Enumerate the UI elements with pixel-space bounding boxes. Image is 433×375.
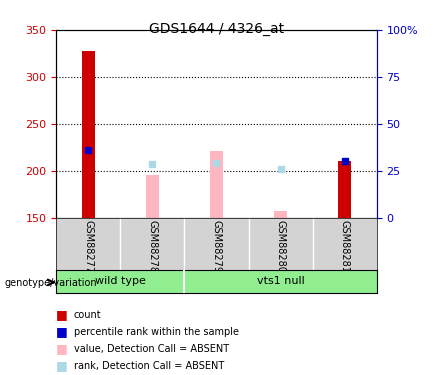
Text: rank, Detection Call = ABSENT: rank, Detection Call = ABSENT bbox=[74, 361, 224, 370]
Bar bbox=[184, 270, 377, 292]
Bar bbox=[81, 51, 95, 217]
Text: percentile rank within the sample: percentile rank within the sample bbox=[74, 327, 239, 337]
Text: ■: ■ bbox=[56, 309, 68, 321]
Text: GSM88280: GSM88280 bbox=[275, 220, 286, 273]
Text: GSM88279: GSM88279 bbox=[211, 220, 222, 273]
Bar bbox=[210, 151, 223, 217]
Text: GDS1644 / 4326_at: GDS1644 / 4326_at bbox=[149, 22, 284, 36]
Text: wild type: wild type bbox=[95, 276, 146, 286]
Text: ■: ■ bbox=[56, 359, 68, 372]
Text: GSM88278: GSM88278 bbox=[147, 220, 158, 273]
Text: count: count bbox=[74, 310, 101, 320]
Bar bbox=[56, 270, 184, 292]
Text: ■: ■ bbox=[56, 342, 68, 355]
Text: GSM88277: GSM88277 bbox=[83, 220, 94, 273]
Bar bbox=[145, 176, 159, 217]
Text: value, Detection Call = ABSENT: value, Detection Call = ABSENT bbox=[74, 344, 229, 354]
Bar bbox=[338, 161, 352, 218]
Text: GSM88281: GSM88281 bbox=[339, 220, 350, 273]
Text: ■: ■ bbox=[56, 326, 68, 338]
Text: vts1 null: vts1 null bbox=[257, 276, 304, 286]
Text: genotype/variation: genotype/variation bbox=[4, 278, 97, 288]
Bar bbox=[274, 211, 288, 218]
